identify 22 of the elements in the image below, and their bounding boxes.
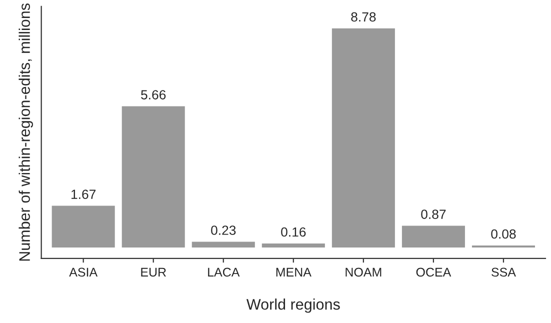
x-tick-label: OCEA [416,268,452,277]
bar [52,206,115,248]
x-axis-title: World regions [246,298,340,313]
data-label: 8.78 [351,12,376,22]
data-label: 0.08 [491,229,516,239]
x-tick-label: SSA [492,268,516,277]
x-tick-label: NOAM [346,268,382,277]
y-axis-title: Number of within-region-edits, millions [18,3,33,261]
data-label: 1.67 [72,190,96,199]
x-tick-label: LACA [208,268,240,277]
bar [122,106,185,248]
x-tick-label: ASIA [69,268,98,277]
data-label: 5.66 [141,90,166,100]
bar [262,243,325,248]
bar [402,226,465,248]
bar [332,28,395,248]
data-label: 0.16 [281,227,306,237]
data-label: 0.87 [421,210,446,219]
x-tick-label: EUR [141,268,166,277]
bar [192,242,255,248]
data-label: 0.23 [211,226,236,235]
x-tick-label: MENA [276,268,312,276]
